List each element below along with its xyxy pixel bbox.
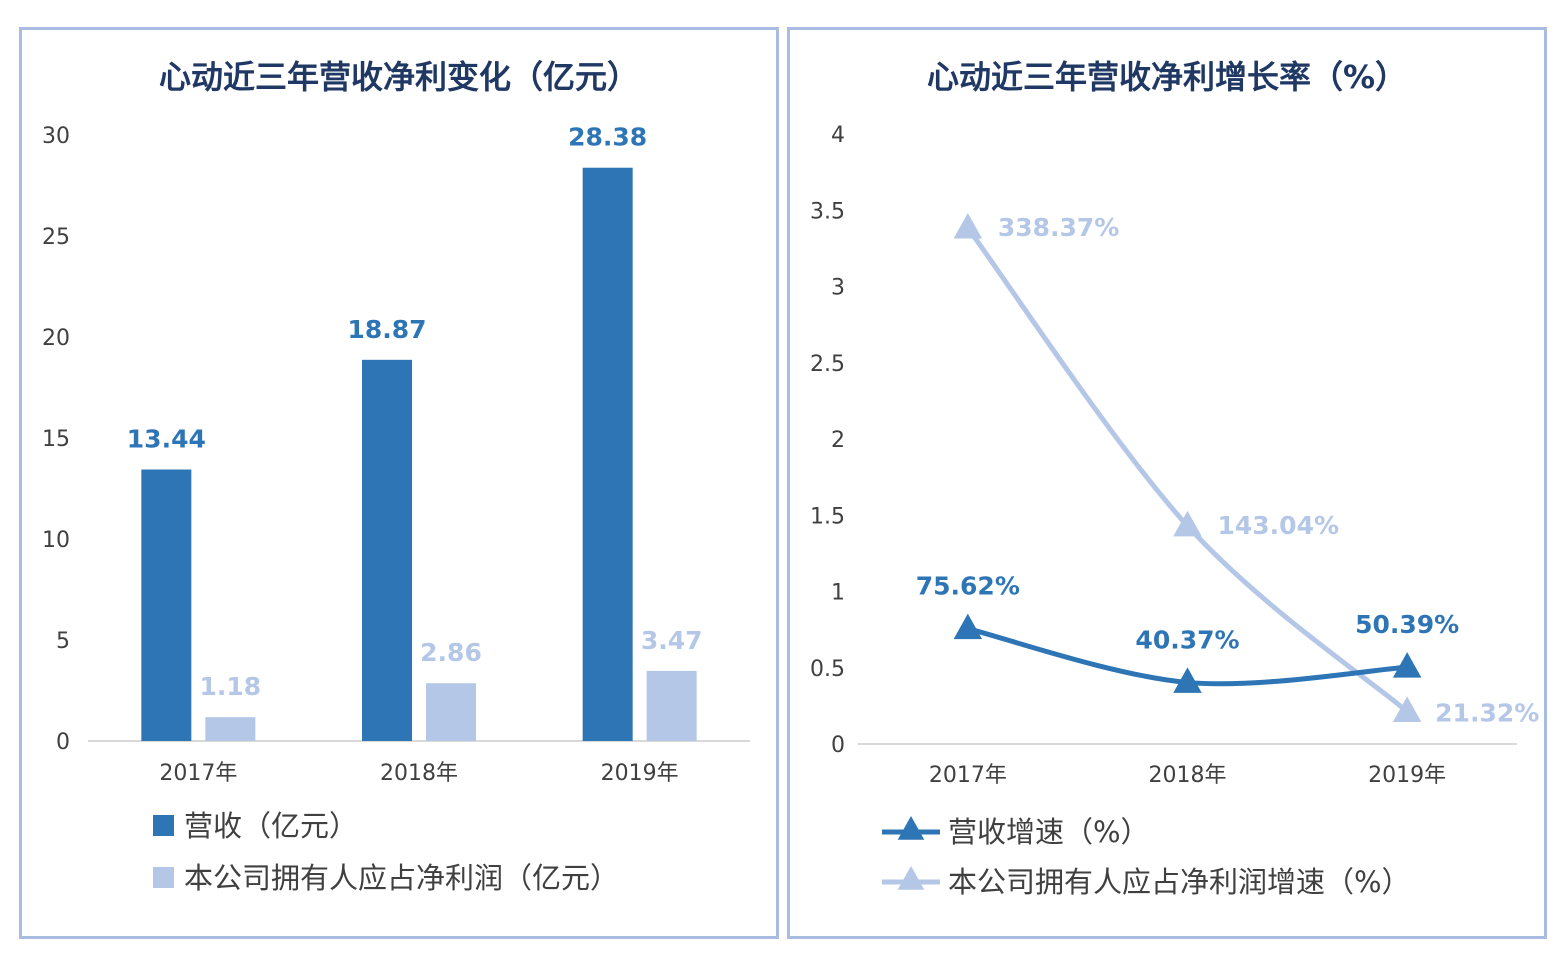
data-label: 18.87: [347, 315, 426, 344]
revenue-profit-chart-panel: 心动近三年营收净利变化（亿元） 0 5 10 15 20 25 30 2017年 2018年 20…: [19, 27, 779, 939]
y-tick-label: 1.5: [810, 504, 845, 529]
bar: [205, 717, 256, 741]
y-tick-label: 3: [831, 276, 845, 301]
y-tick-label: 25: [42, 225, 70, 250]
bar-chart: 心动近三年营收净利变化（亿元） 0 5 10 15 20 25 30 2017年 2018年 20…: [42, 58, 750, 895]
y-tick-label: 30: [42, 124, 70, 149]
y-tick-label: 4: [831, 123, 845, 148]
data-label: 75.62%: [916, 572, 1020, 601]
legend-label: 营收增速（%）: [948, 815, 1150, 849]
y-tick-label: 2.5: [810, 352, 845, 377]
y-tick-label: 2: [831, 428, 845, 453]
chart-title: 心动近三年营收净利增长率（%）: [927, 58, 1407, 96]
y-tick-label: 20: [42, 326, 70, 351]
data-point-marker: [1173, 510, 1202, 537]
bar: [646, 670, 697, 741]
data-label: 40.37%: [1135, 625, 1239, 654]
data-point-marker: [897, 816, 925, 840]
data-point-marker: [953, 212, 983, 239]
y-tick-label: 15: [42, 427, 70, 452]
growth-rate-chart-panel: 心动近三年营收净利增长率（%） 0 0.5 1 1.5 2 2.5 3 3.5 4 2017年 20…: [787, 27, 1547, 939]
legend-swatch: [153, 867, 174, 888]
x-tick-label: 2018年: [380, 761, 458, 786]
data-label: 13.44: [127, 425, 206, 454]
data-label: 3.47: [641, 626, 703, 655]
data-label: 1.18: [199, 672, 261, 701]
bar: [426, 683, 476, 741]
legend-label: 本公司拥有人应占净利润（亿元）: [184, 861, 619, 895]
x-tick-label: 2018年: [1149, 763, 1227, 788]
y-tick-label: 0: [831, 733, 845, 758]
legend: 营收（亿元） 本公司拥有人应占净利润（亿元）: [153, 809, 619, 895]
y-tick-label: 3.5: [810, 199, 845, 224]
data-point-marker: [1392, 652, 1422, 678]
data-label: 143.04%: [1218, 511, 1340, 540]
lines: 338.37% 143.04% 21.32% 75.62% 40.37% 50.39%: [916, 212, 1539, 727]
bar: [582, 167, 633, 741]
y-tick-label: 0: [56, 730, 70, 755]
data-label: 28.38: [568, 123, 647, 152]
x-tick-label: 2017年: [929, 763, 1007, 788]
y-tick-label: 0.5: [810, 657, 845, 682]
bar: [141, 469, 192, 741]
legend: 营收增速（%） 本公司拥有人应占净利润增速（%）: [882, 815, 1411, 899]
y-tick-label: 1: [831, 581, 845, 606]
data-label: 338.37%: [998, 213, 1120, 242]
y-axis: 0 0.5 1 1.5 2 2.5 3 3.5 4 2017年 2018年 2019年: [810, 123, 1517, 788]
chart-title: 心动近三年营收净利变化（亿元）: [159, 58, 639, 96]
line-chart: 心动近三年营收净利增长率（%） 0 0.5 1 1.5 2 2.5 3 3.5 4 2017年 20…: [810, 58, 1539, 899]
legend-swatch: [153, 815, 174, 836]
data-label: 2.86: [420, 638, 482, 667]
data-point-marker: [1392, 696, 1422, 722]
bars: 13.44 1.18 18.87 2.86 28.38 3.47: [127, 123, 703, 741]
data-point-marker: [953, 613, 983, 640]
data-label: 21.32%: [1435, 698, 1539, 727]
bar: [362, 359, 412, 741]
data-point-marker: [1173, 667, 1202, 693]
y-tick-label: 5: [56, 629, 70, 654]
x-tick-label: 2019年: [1368, 763, 1446, 788]
data-point-marker: [897, 866, 925, 890]
legend-label: 本公司拥有人应占净利润增速（%）: [948, 865, 1411, 899]
y-tick-label: 10: [42, 528, 70, 553]
data-label: 50.39%: [1355, 610, 1459, 639]
y-axis: 0 5 10 15 20 25 30 2017年 2018年 2019年: [42, 124, 750, 786]
x-tick-label: 2017年: [159, 761, 237, 786]
x-tick-label: 2019年: [601, 761, 679, 786]
legend-label: 营收（亿元）: [184, 809, 358, 843]
